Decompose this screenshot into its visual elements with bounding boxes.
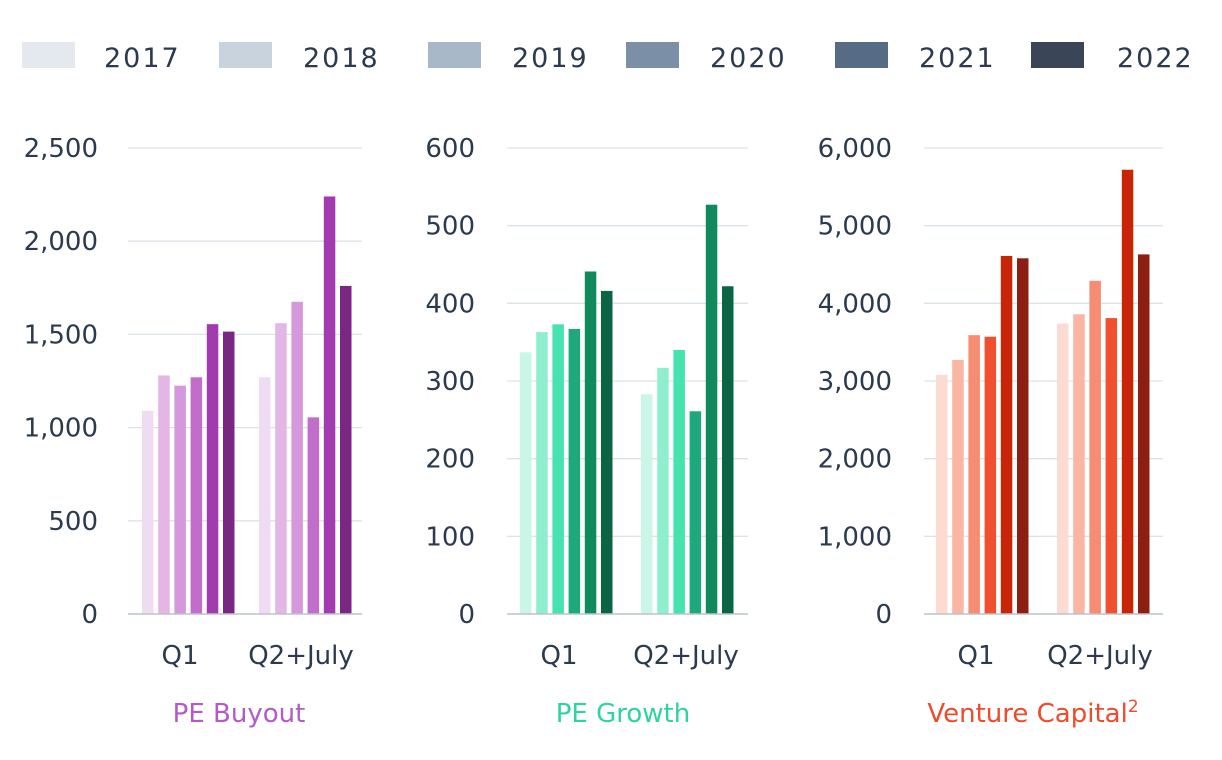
y-tick-label: 100 bbox=[425, 522, 475, 552]
legend-label: 2020 bbox=[710, 43, 787, 74]
bar-Q2+July-2017 bbox=[641, 394, 653, 614]
y-tick-label: 4,000 bbox=[818, 289, 892, 319]
legend-swatch bbox=[626, 42, 679, 68]
chart-panels: 0 500 1,000 1,500 2,000 2,500 Q1 Q2+July PE Buyo… bbox=[24, 134, 1163, 729]
legend-label: 2021 bbox=[919, 43, 996, 74]
bar-Q1-2018 bbox=[158, 375, 170, 614]
y-tick-label: 3,000 bbox=[818, 367, 892, 397]
bar-Q1-2021 bbox=[584, 271, 597, 614]
bar-Q1-2018 bbox=[952, 360, 964, 614]
legend-swatch bbox=[219, 42, 272, 68]
bar-Q2+July-2018 bbox=[1073, 314, 1085, 614]
x-tick-label: Q1 bbox=[161, 641, 198, 671]
bar-Q1-2020 bbox=[984, 336, 997, 614]
x-tick-label: Q2+July bbox=[248, 641, 354, 671]
y-tick-label: 300 bbox=[425, 367, 475, 397]
y-tick-label: 5,000 bbox=[818, 212, 892, 242]
legend-label: 2017 bbox=[104, 43, 181, 74]
bar-Q2+July-2017 bbox=[1057, 323, 1069, 614]
bar-Q1-2020 bbox=[568, 328, 581, 614]
legend-swatch bbox=[22, 42, 75, 68]
y-tick-label: 1,000 bbox=[818, 522, 892, 552]
bar-Q2+July-2020 bbox=[689, 411, 702, 614]
y-tick-label: 600 bbox=[425, 134, 475, 164]
bar-Q2+July-2022 bbox=[340, 285, 352, 614]
legend-item-2021: 2021 bbox=[835, 42, 996, 74]
y-tick-label: 400 bbox=[425, 289, 475, 319]
bar-Q1-2021 bbox=[1000, 255, 1013, 614]
bar-Q2+July-2017 bbox=[259, 377, 271, 614]
bar-Q2+July-2020 bbox=[1105, 318, 1118, 614]
bar-Q1-2022 bbox=[601, 290, 613, 614]
legend-label: 2019 bbox=[512, 43, 589, 74]
bar-Q2+July-2021 bbox=[323, 196, 336, 615]
panel-title: Venture Capital2 bbox=[927, 697, 1138, 729]
legend-item-2020: 2020 bbox=[626, 42, 787, 74]
y-tick-label: 0 bbox=[81, 600, 98, 630]
legend-item-2022: 2022 bbox=[1031, 42, 1194, 74]
bar-Q1-2022 bbox=[1017, 258, 1029, 614]
y-tick-label: 0 bbox=[458, 600, 475, 630]
legend-item-2018: 2018 bbox=[219, 42, 380, 74]
legend-label: 2018 bbox=[303, 43, 380, 74]
chart-panel-3: 0 1,000 2,000 3,000 4,000 5,000 6,000 Q1 Q2+July… bbox=[818, 134, 1163, 729]
bar-Q1-2018 bbox=[536, 332, 548, 614]
legend-swatch bbox=[835, 42, 888, 68]
bar-Q2+July-2019 bbox=[291, 301, 303, 614]
panel-title-text: PE Buyout bbox=[173, 699, 306, 729]
bar-Q1-2021 bbox=[206, 324, 219, 614]
bar-Q1-2017 bbox=[520, 352, 532, 614]
bar-Q1-2022 bbox=[223, 331, 235, 614]
y-tick-label: 0 bbox=[875, 600, 892, 630]
y-tick-label: 2,000 bbox=[818, 445, 892, 475]
y-tick-label: 500 bbox=[425, 212, 475, 242]
bar-Q2+July-2021 bbox=[1121, 169, 1134, 614]
y-tick-label: 1,500 bbox=[24, 320, 98, 350]
bar-Q1-2017 bbox=[142, 410, 154, 614]
x-tick-label: Q2+July bbox=[633, 641, 739, 671]
panel-title-text: Venture Capital bbox=[927, 699, 1127, 729]
y-tick-label: 2,500 bbox=[24, 134, 98, 164]
x-tick-label: Q1 bbox=[540, 641, 577, 671]
panel-title: PE Growth bbox=[556, 699, 690, 729]
bar-Q2+July-2018 bbox=[657, 367, 669, 614]
bar-Q2+July-2018 bbox=[275, 323, 287, 614]
y-tick-label: 1,000 bbox=[24, 414, 98, 444]
chart-panel-2: 0 100 200 300 400 500 600 Q1 Q2+July PE Growth bbox=[425, 134, 748, 729]
legend-label: 2022 bbox=[1117, 43, 1194, 74]
panel-title-text: PE Growth bbox=[556, 699, 690, 729]
legend-swatch bbox=[428, 42, 481, 68]
y-tick-label: 6,000 bbox=[818, 134, 892, 164]
bar-Q2+July-2019 bbox=[1089, 280, 1101, 614]
legend: 2017 2018 2019 2020 2021 2022 bbox=[22, 42, 1194, 74]
bar-Q1-2019 bbox=[174, 385, 186, 614]
bar-Q2+July-2022 bbox=[722, 286, 734, 614]
chart-panel-1: 0 500 1,000 1,500 2,000 2,500 Q1 Q2+July PE Buyo… bbox=[24, 134, 362, 729]
bar-Q2+July-2021 bbox=[705, 204, 718, 615]
panel-title-superscript: 2 bbox=[1128, 697, 1139, 717]
legend-item-2019: 2019 bbox=[428, 42, 589, 74]
y-tick-label: 200 bbox=[425, 445, 475, 475]
bar-Q1-2019 bbox=[968, 335, 980, 614]
x-tick-label: Q2+July bbox=[1047, 641, 1153, 671]
legend-item-2017: 2017 bbox=[22, 42, 181, 74]
y-tick-label: 2,000 bbox=[24, 227, 98, 257]
panel-title: PE Buyout bbox=[173, 699, 306, 729]
bar-Q2+July-2020 bbox=[307, 417, 320, 614]
legend-swatch bbox=[1031, 42, 1084, 68]
y-tick-label: 500 bbox=[48, 507, 98, 537]
bar-Q1-2020 bbox=[190, 377, 203, 614]
bar-Q2+July-2022 bbox=[1138, 254, 1150, 615]
bar-Q2+July-2019 bbox=[673, 349, 685, 614]
x-tick-label: Q1 bbox=[957, 641, 994, 671]
bar-Q1-2017 bbox=[936, 374, 948, 614]
bar-Q1-2019 bbox=[552, 324, 564, 614]
